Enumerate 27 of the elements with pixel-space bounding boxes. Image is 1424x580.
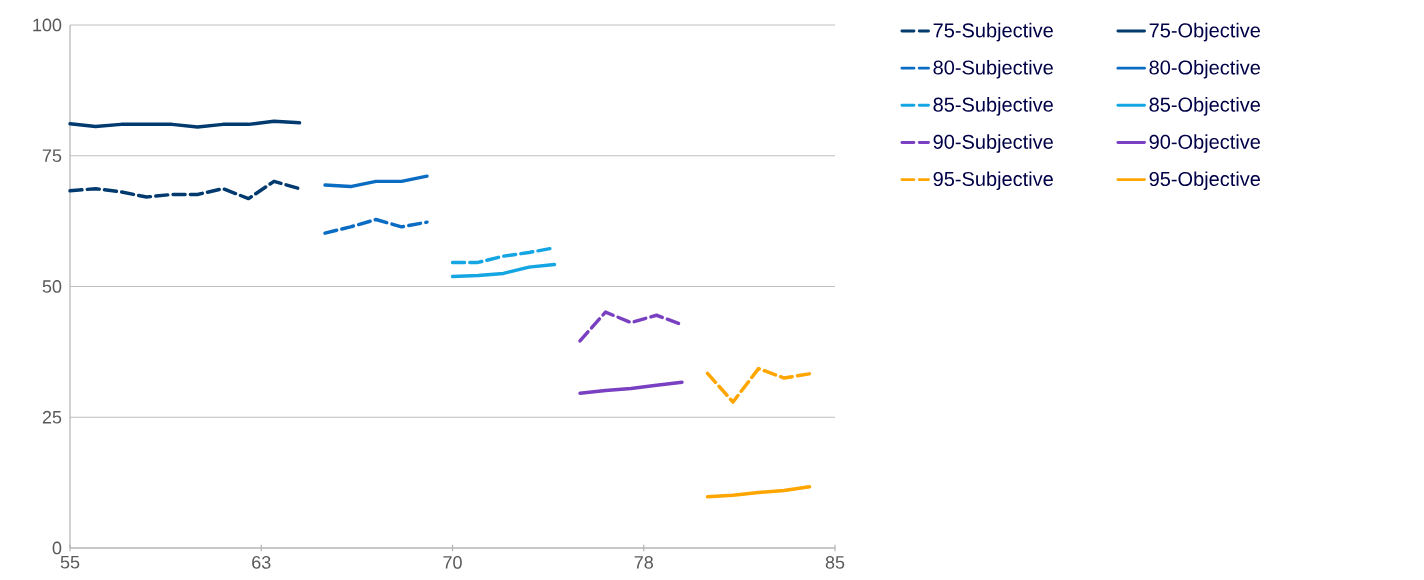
legend-label: 90-Subjective bbox=[933, 134, 1053, 153]
legend-label: 95-Objective bbox=[1149, 171, 1260, 191]
x-tick-label: 78 bbox=[634, 556, 653, 569]
y-tick-label: 0 bbox=[52, 541, 62, 555]
line-series bbox=[323, 174, 429, 189]
legend-label: 80-Subjective bbox=[933, 59, 1053, 79]
x-tick-label: 85 bbox=[825, 556, 845, 569]
y-tick-label: 25 bbox=[42, 410, 62, 424]
line-series bbox=[68, 179, 302, 201]
legend-label: 85-Objective bbox=[1149, 97, 1260, 116]
line-series bbox=[705, 485, 812, 499]
line-series bbox=[323, 217, 429, 235]
line-series bbox=[578, 380, 684, 395]
x-tick-label: 63 bbox=[252, 556, 271, 569]
legend-label: 80-Objective bbox=[1149, 59, 1260, 79]
legend-label: 90-Objective bbox=[1149, 134, 1260, 153]
y-tick-label: 50 bbox=[42, 280, 62, 293]
x-tick-label: 55 bbox=[60, 556, 80, 569]
legend-label: 95-Subjective bbox=[933, 171, 1053, 191]
legend-label: 75-Subjective bbox=[933, 22, 1053, 42]
y-tick-label: 75 bbox=[42, 149, 62, 163]
line-series bbox=[450, 262, 557, 279]
x-tick-label: 70 bbox=[443, 556, 462, 569]
y-tick-label: 100 bbox=[33, 18, 62, 32]
legend-label: 85-Subjective bbox=[933, 97, 1053, 116]
line-series bbox=[705, 366, 812, 404]
legend-label: 75-Objective bbox=[1149, 22, 1260, 42]
